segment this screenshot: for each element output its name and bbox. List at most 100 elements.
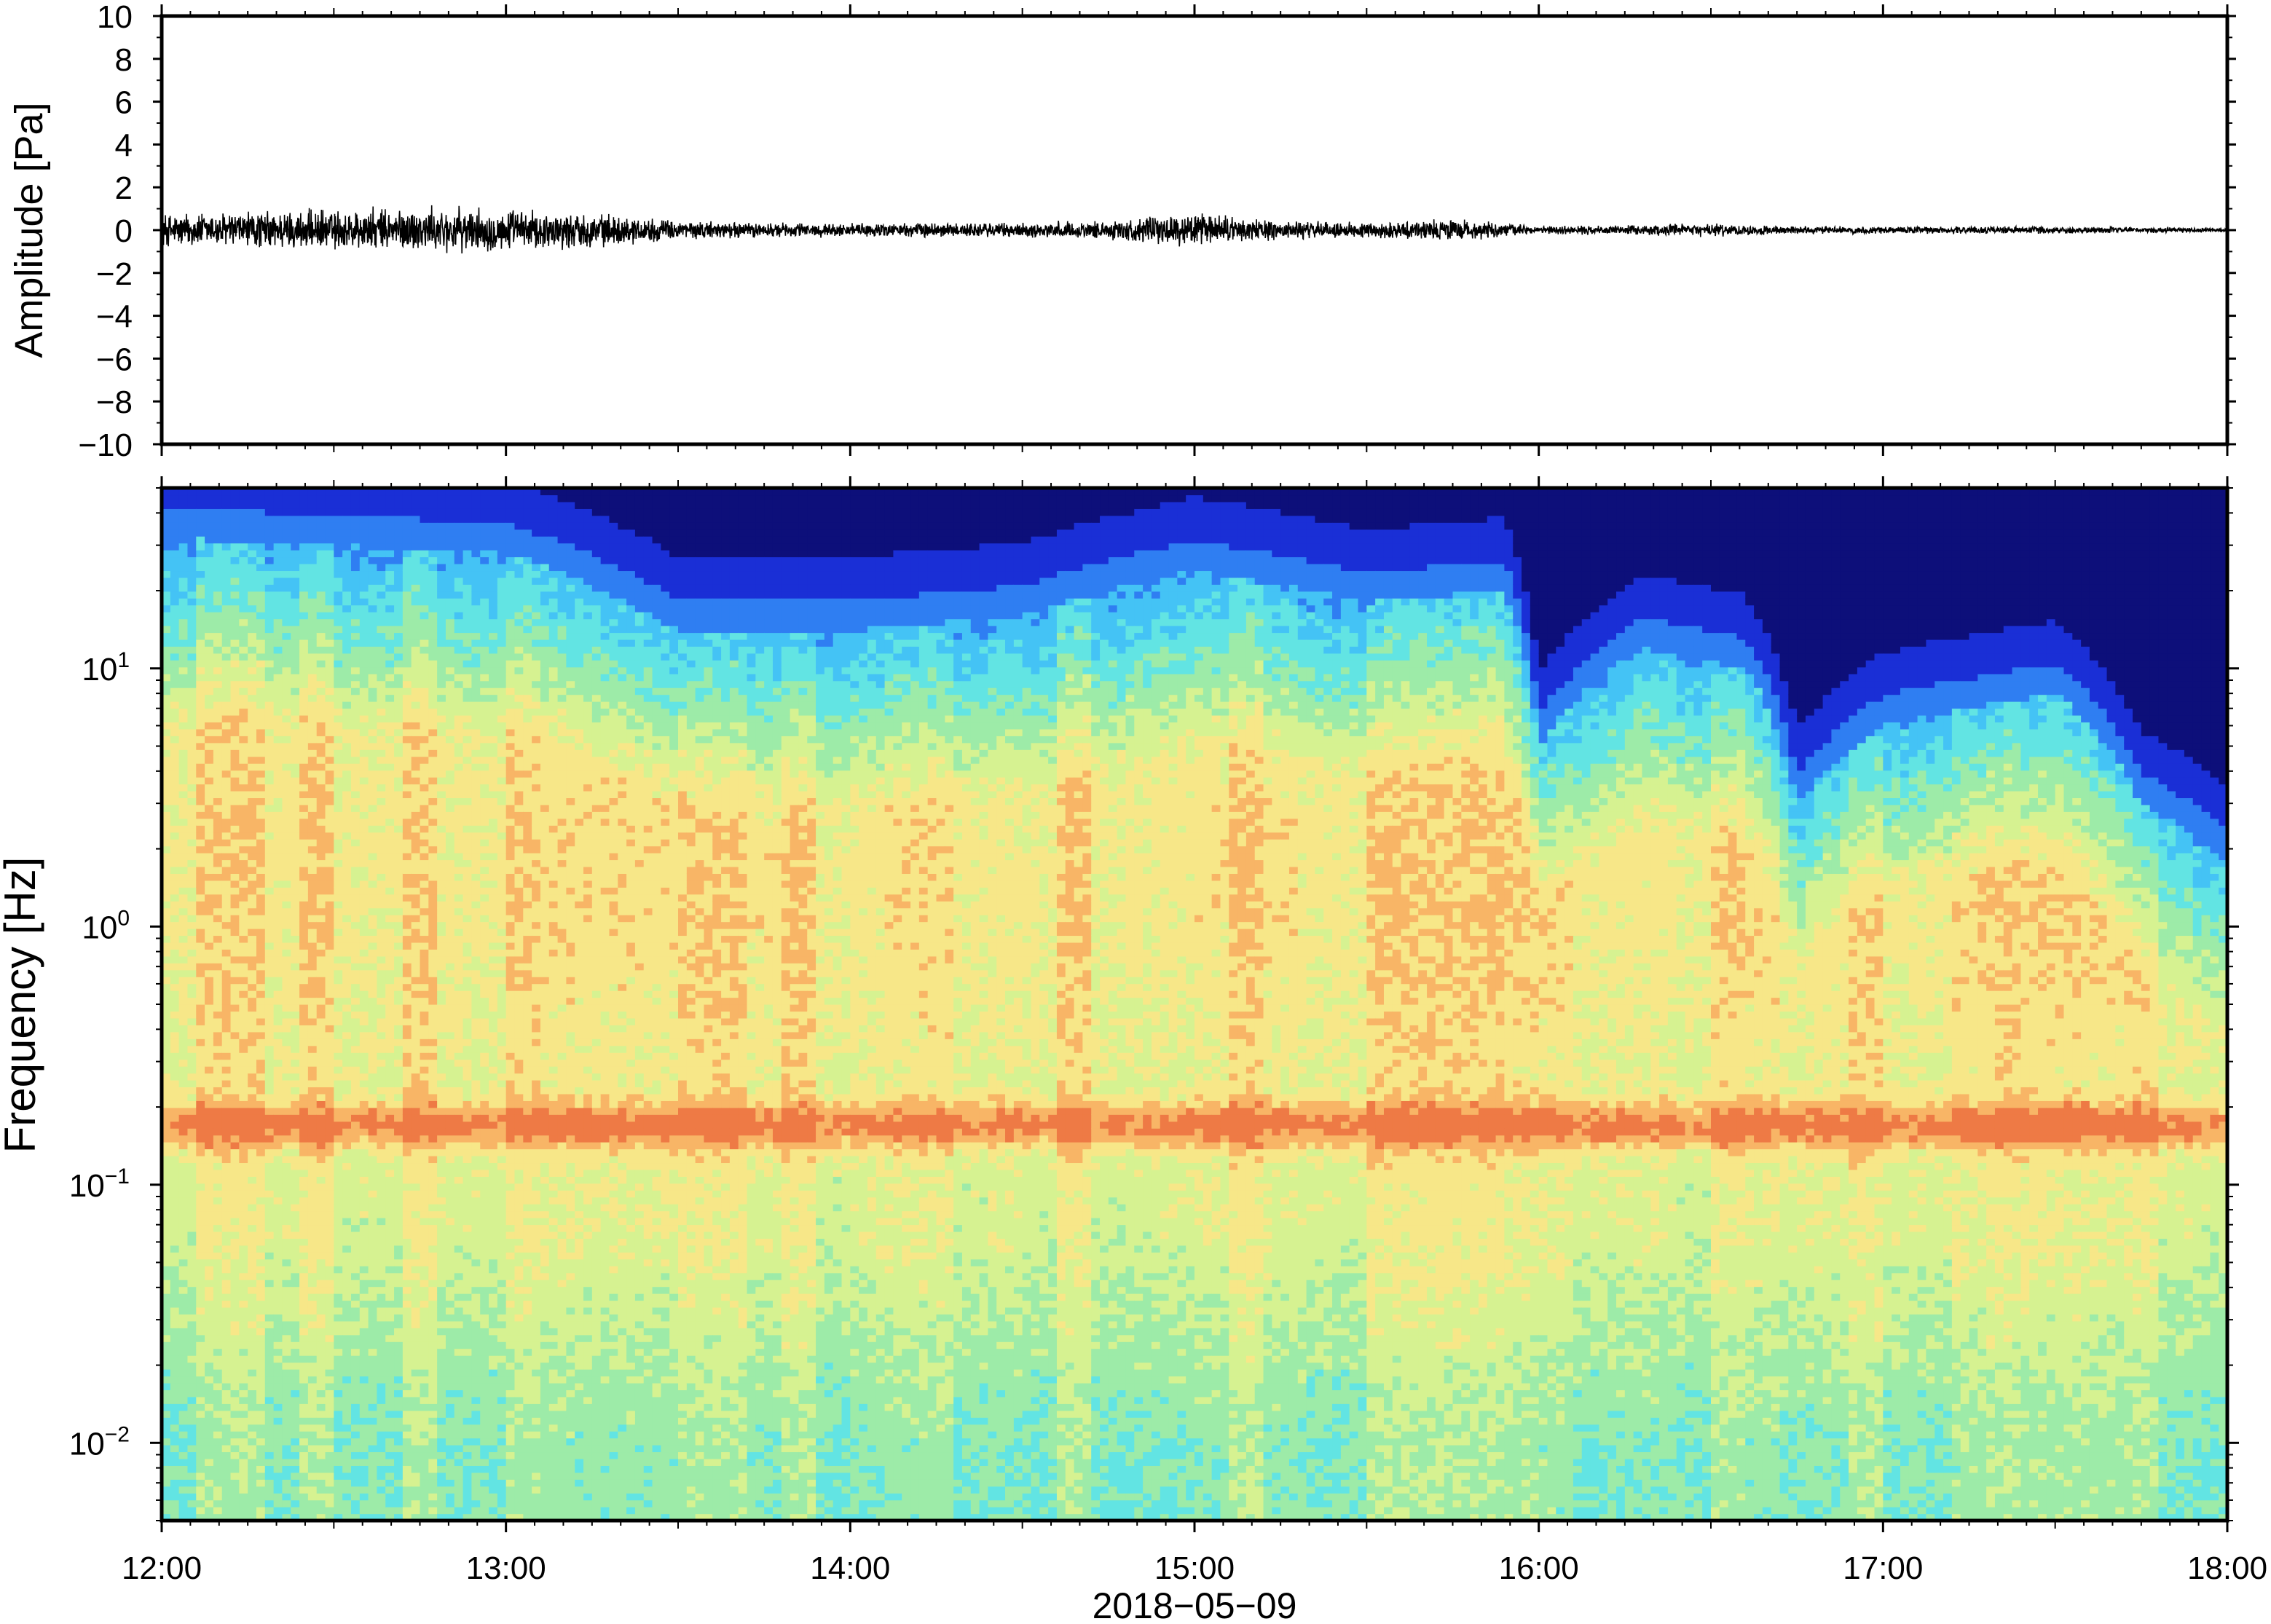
spectrogram-cell [359,1169,369,1177]
spectrogram-cell [385,694,395,702]
spectrogram-cell [282,1293,291,1301]
spectrogram-cell [282,949,291,957]
spectrogram-cell [325,1390,334,1398]
spectrogram-cell [282,901,291,909]
spectrogram-cell [205,618,214,626]
spectrogram-cell [196,1348,205,1356]
spectrogram-cell [291,1176,300,1184]
spectrogram-cell [205,515,214,523]
spectrogram-cell [342,742,352,750]
spectrogram-cell [334,797,343,805]
spectrogram-cell [316,1390,326,1398]
spectrogram-cell [221,997,232,1005]
spectrogram-cell [170,1031,180,1039]
spectrogram-cell [221,680,232,688]
spectrogram-cell [196,1128,205,1136]
spectrogram-cell [256,1280,266,1288]
spectrogram-cell [299,1231,309,1239]
spectrogram-cell [248,756,257,764]
spectrogram-cell [282,604,291,612]
spectrogram-cell [350,1272,361,1280]
spectrogram-cell [264,942,275,950]
spectrogram-cell [299,1169,309,1177]
spectrogram-cell [248,556,257,564]
spectrogram-cell [325,1162,334,1170]
spectrogram-cell [350,1486,361,1494]
spectrogram-cell [187,1376,197,1384]
spectrogram-cell [368,832,378,840]
spectrogram-cell [325,550,334,558]
spectrogram-cell [239,1155,248,1164]
spectrogram-cell [307,1025,318,1033]
spectrogram-cell [316,1252,326,1260]
spectrogram-cell [420,701,429,709]
spectrogram-cell [307,1362,318,1370]
spectrogram-cell [248,1162,257,1170]
spectrogram-cell [411,694,421,702]
spectrogram-cell [316,508,326,516]
spectrogram-cell [170,508,180,516]
spectrogram-cell [178,604,189,612]
spectrogram-cell [291,866,300,874]
spectrogram-cell [282,1355,291,1363]
spectrogram-cell [411,797,421,805]
spectrogram-cell [334,1458,343,1466]
spectrogram-cell [299,955,309,963]
spectrogram-cell [230,1169,240,1177]
spectrogram-cell [334,866,343,874]
spectrogram-cell [394,1431,404,1439]
spectrogram-cell [239,1369,248,1377]
spectrogram-cell [170,811,180,819]
spectrogram-cell [350,963,361,971]
spectrogram-cell [342,1280,352,1288]
spectrogram-cell [239,1218,248,1226]
spectrogram-cell [239,1445,248,1453]
spectrogram-cell [325,666,334,674]
spectrogram-cell [411,1059,421,1067]
spectrogram-cell [178,1300,189,1308]
spectrogram-cell [385,687,395,695]
spectrogram-cell [230,1410,240,1418]
spectrogram-cell [394,915,404,923]
spectrogram-cell [394,1341,404,1349]
spectrogram-cell [264,1486,275,1494]
spectrogram-cell [256,1286,266,1294]
spectrogram-cell [394,1355,404,1363]
spectrogram-cell [299,1410,309,1418]
spectrogram-cell [342,1162,352,1170]
spectrogram-cell [282,1403,291,1411]
spectrogram-cell [239,687,248,695]
spectrogram-cell [307,1451,318,1459]
spectrogram-cell [291,522,300,530]
spectrogram-cell [264,570,275,578]
spectrogram-cell [162,770,171,778]
spectrogram-cell [196,536,205,544]
spectrogram-cell [428,1493,438,1501]
spectrogram-cell [230,1431,240,1439]
spectrogram-cell [299,626,309,634]
spectrogram-cell [350,1355,361,1363]
spectrogram-cell [187,1507,197,1515]
spectrogram-cell [350,1513,361,1521]
spectrogram-cell [239,749,248,757]
spectrogram-cell [411,1258,421,1266]
spectrogram-cell [350,990,361,998]
spectrogram-cell [239,1100,248,1108]
spectrogram-cell [282,880,291,888]
spectrogram-cell [239,1135,248,1143]
spectrogram-cell [256,1073,266,1081]
spectrogram-cell [325,1499,334,1507]
spectrogram-cell [342,942,352,950]
spectrogram-cell [196,1451,205,1459]
spectrogram-cell [377,529,386,537]
spectrogram-cell [299,983,309,991]
spectrogram-cell [239,894,248,902]
spectrogram-cell [273,1306,283,1314]
spectrogram-cell [239,550,248,558]
spectrogram-cell [162,680,171,688]
spectrogram-cell [170,1300,180,1308]
spectrogram-cell [350,907,361,915]
spectrogram-cell [205,584,214,592]
spectrogram-cell [359,784,369,792]
spectrogram-cell [273,749,283,757]
